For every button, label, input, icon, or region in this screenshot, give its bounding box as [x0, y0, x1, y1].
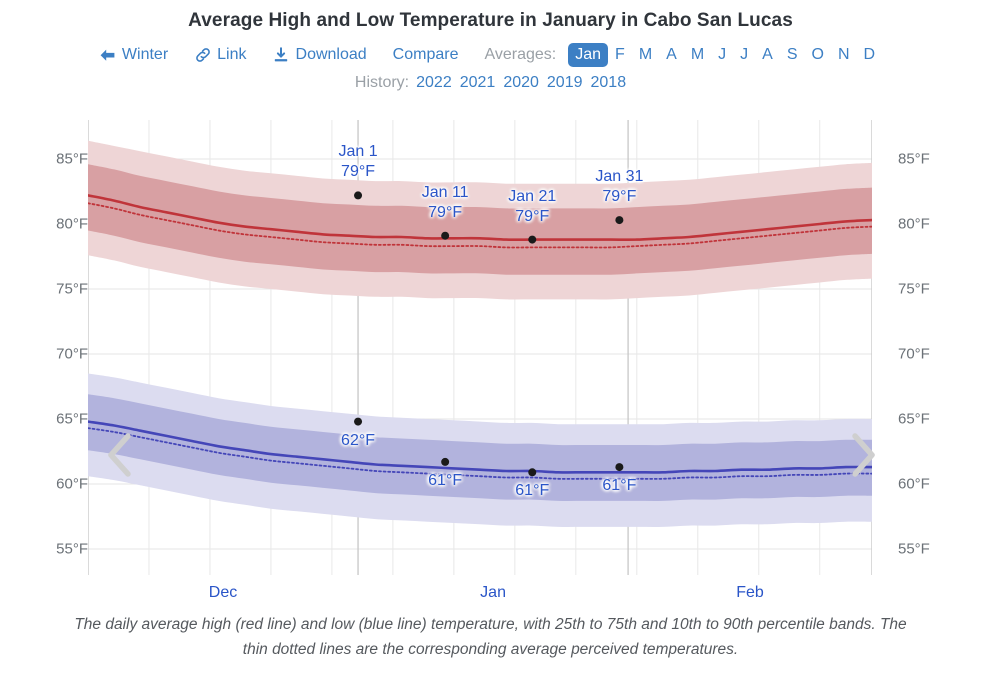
- line-average-high-perceived: [88, 202, 872, 249]
- y-axis-tick-left-70: 70°F: [56, 345, 88, 363]
- annotation-low-jan-31: 61°F: [602, 476, 636, 496]
- temperature-chart: 85°F 85°F 80°F 80°F 75°F 75°F 70°F 70°F 65°F 65°F…: [0, 103, 981, 608]
- y-axis-tick-left-65: 65°F: [56, 410, 88, 428]
- annotation-low-value: 61°F: [602, 477, 637, 495]
- annotation-high-value: 79°F: [428, 203, 463, 221]
- data-point-low: [354, 417, 363, 426]
- y-axis-tick-right-65: 65°F: [898, 410, 930, 428]
- line-average-low-perceived: [88, 427, 872, 480]
- chart-caption: The daily average high (red line) and lo…: [74, 616, 907, 658]
- month-button-m-4[interactable]: M: [690, 46, 705, 63]
- history-year-2019[interactable]: 2019: [546, 74, 583, 91]
- line-average-high: [88, 194, 872, 241]
- x-axis-tick-dec: Dec: [208, 584, 238, 601]
- download-button[interactable]: Download: [273, 46, 367, 64]
- chart-toolbar: Winter Link Download Compare: [0, 43, 981, 67]
- annotation-date: Jan 1: [338, 143, 378, 161]
- month-button-d-11[interactable]: D: [863, 46, 876, 63]
- data-point-low: [615, 463, 624, 472]
- month-button-a-7[interactable]: A: [762, 46, 773, 63]
- annotation-low-value: 61°F: [428, 471, 463, 489]
- y-axis-tick-right-70: 70°F: [898, 345, 930, 363]
- annotation-high-jan-1: Jan 1 79°F: [338, 142, 377, 182]
- annotation-high-jan-21: Jan 21 79°F: [508, 187, 556, 227]
- download-label: Download: [295, 46, 367, 63]
- y-axis-tick-right-85: 85°F: [898, 150, 930, 168]
- link-label: Link: [217, 46, 247, 63]
- back-to-winter-label: Winter: [121, 46, 169, 63]
- y-axis-tick-left-55: 55°F: [56, 540, 88, 558]
- next-period-button[interactable]: [841, 427, 885, 483]
- band-low-25th-75th-band: [88, 394, 872, 501]
- annotation-low-jan-21: 61°F: [515, 481, 549, 501]
- chart-plot-area: [88, 120, 872, 575]
- y-axis-tick-right-60: 60°F: [898, 475, 930, 493]
- averages-selector: Averages: Jan F M A M J J A S O N D: [484, 43, 882, 67]
- month-button-o-9[interactable]: O: [811, 46, 824, 63]
- history-year-2022[interactable]: 2022: [416, 74, 452, 91]
- data-point-low: [441, 457, 450, 466]
- y-axis-tick-left-75: 75°F: [56, 280, 88, 298]
- annotation-high-value: 79°F: [341, 163, 376, 181]
- link-icon: [194, 47, 211, 64]
- data-point-high: [354, 191, 363, 200]
- annotation-high-jan-11: Jan 11 79°F: [422, 183, 469, 223]
- data-point-high: [615, 216, 624, 225]
- line-average-low: [88, 420, 872, 474]
- month-button-f-1[interactable]: F: [615, 46, 625, 63]
- month-button-n-10[interactable]: N: [837, 46, 850, 63]
- x-axis-tick-feb: Feb: [736, 584, 764, 601]
- y-axis-tick-right-55: 55°F: [898, 540, 930, 558]
- annotation-low-value: 62°F: [341, 431, 376, 449]
- x-axis-tick-jan: Jan: [480, 584, 506, 601]
- arrow-left-icon: [99, 47, 116, 64]
- month-button-j-6[interactable]: J: [740, 46, 749, 63]
- download-icon: [273, 47, 290, 64]
- month-button-jan-0[interactable]: Jan: [568, 43, 609, 67]
- y-axis-tick-right-80: 80°F: [898, 215, 930, 233]
- annotation-low-jan-11: 61°F: [428, 471, 462, 491]
- averages-label: Averages:: [484, 46, 557, 63]
- y-axis-tick-left-60: 60°F: [56, 475, 88, 493]
- link-button[interactable]: Link: [194, 46, 247, 64]
- history-label: History:: [354, 74, 410, 91]
- annotation-date: Jan 11: [421, 183, 469, 201]
- y-axis-tick-right-75: 75°F: [898, 280, 930, 298]
- data-point-low: [528, 468, 537, 477]
- month-list: Jan F M A M J J A S O N D: [568, 43, 882, 67]
- back-to-winter-button[interactable]: Winter: [99, 46, 168, 64]
- annotation-low-value: 61°F: [515, 482, 550, 500]
- month-button-a-3[interactable]: A: [666, 46, 677, 63]
- history-years: 2022 2021 2020 2019 2018: [409, 74, 626, 91]
- annotation-high-value: 79°F: [515, 207, 550, 225]
- compare-button[interactable]: Compare: [393, 46, 459, 64]
- history-year-2021[interactable]: 2021: [459, 74, 496, 91]
- annotation-high-jan-31: Jan 31 79°F: [595, 167, 643, 207]
- month-button-j-5[interactable]: J: [718, 46, 727, 63]
- annotation-high-value: 79°F: [602, 188, 637, 206]
- history-year-2018[interactable]: 2018: [590, 74, 627, 91]
- band-high-25th-75th-band: [88, 164, 872, 275]
- previous-period-button[interactable]: [98, 427, 142, 483]
- annotation-date: Jan 31: [595, 168, 644, 186]
- compare-label: Compare: [392, 46, 459, 63]
- history-row: History: 2022 2021 2020 2019 2018: [0, 74, 981, 92]
- month-button-m-2[interactable]: M: [638, 46, 653, 63]
- page-title: Average High and Low Temperature in Janu…: [188, 10, 793, 31]
- month-button-s-8[interactable]: S: [786, 46, 798, 63]
- history-year-2020[interactable]: 2020: [503, 74, 539, 91]
- y-axis-tick-left-85: 85°F: [56, 150, 88, 168]
- y-axis-tick-left-80: 80°F: [56, 215, 88, 233]
- annotation-low-jan-1: 62°F: [341, 431, 375, 451]
- annotation-date: Jan 21: [508, 187, 557, 205]
- data-point-high: [528, 235, 537, 244]
- data-point-high: [441, 231, 450, 240]
